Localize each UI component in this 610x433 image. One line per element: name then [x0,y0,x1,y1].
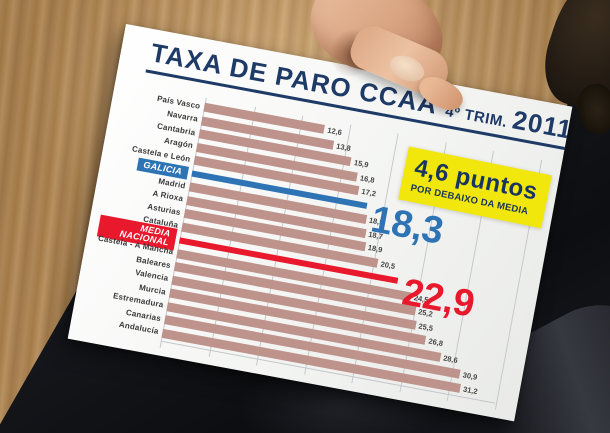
title-year-text: 2011 [510,104,573,145]
value-label: 15,9 [353,157,370,170]
value-label: 20,5 [379,259,396,271]
value-label: 31,2 [462,384,479,396]
value-label: 28,6 [442,352,459,365]
value-label: 25,5 [417,320,434,333]
value-label: 18,9 [367,242,384,255]
value-label: 12,6 [326,125,343,138]
value-label: 30,9 [462,370,479,382]
value-label: 16,8 [359,172,376,185]
value-label: 13,8 [335,140,352,153]
value-label: 17,2 [360,186,377,199]
value-label: 26,8 [427,336,444,349]
